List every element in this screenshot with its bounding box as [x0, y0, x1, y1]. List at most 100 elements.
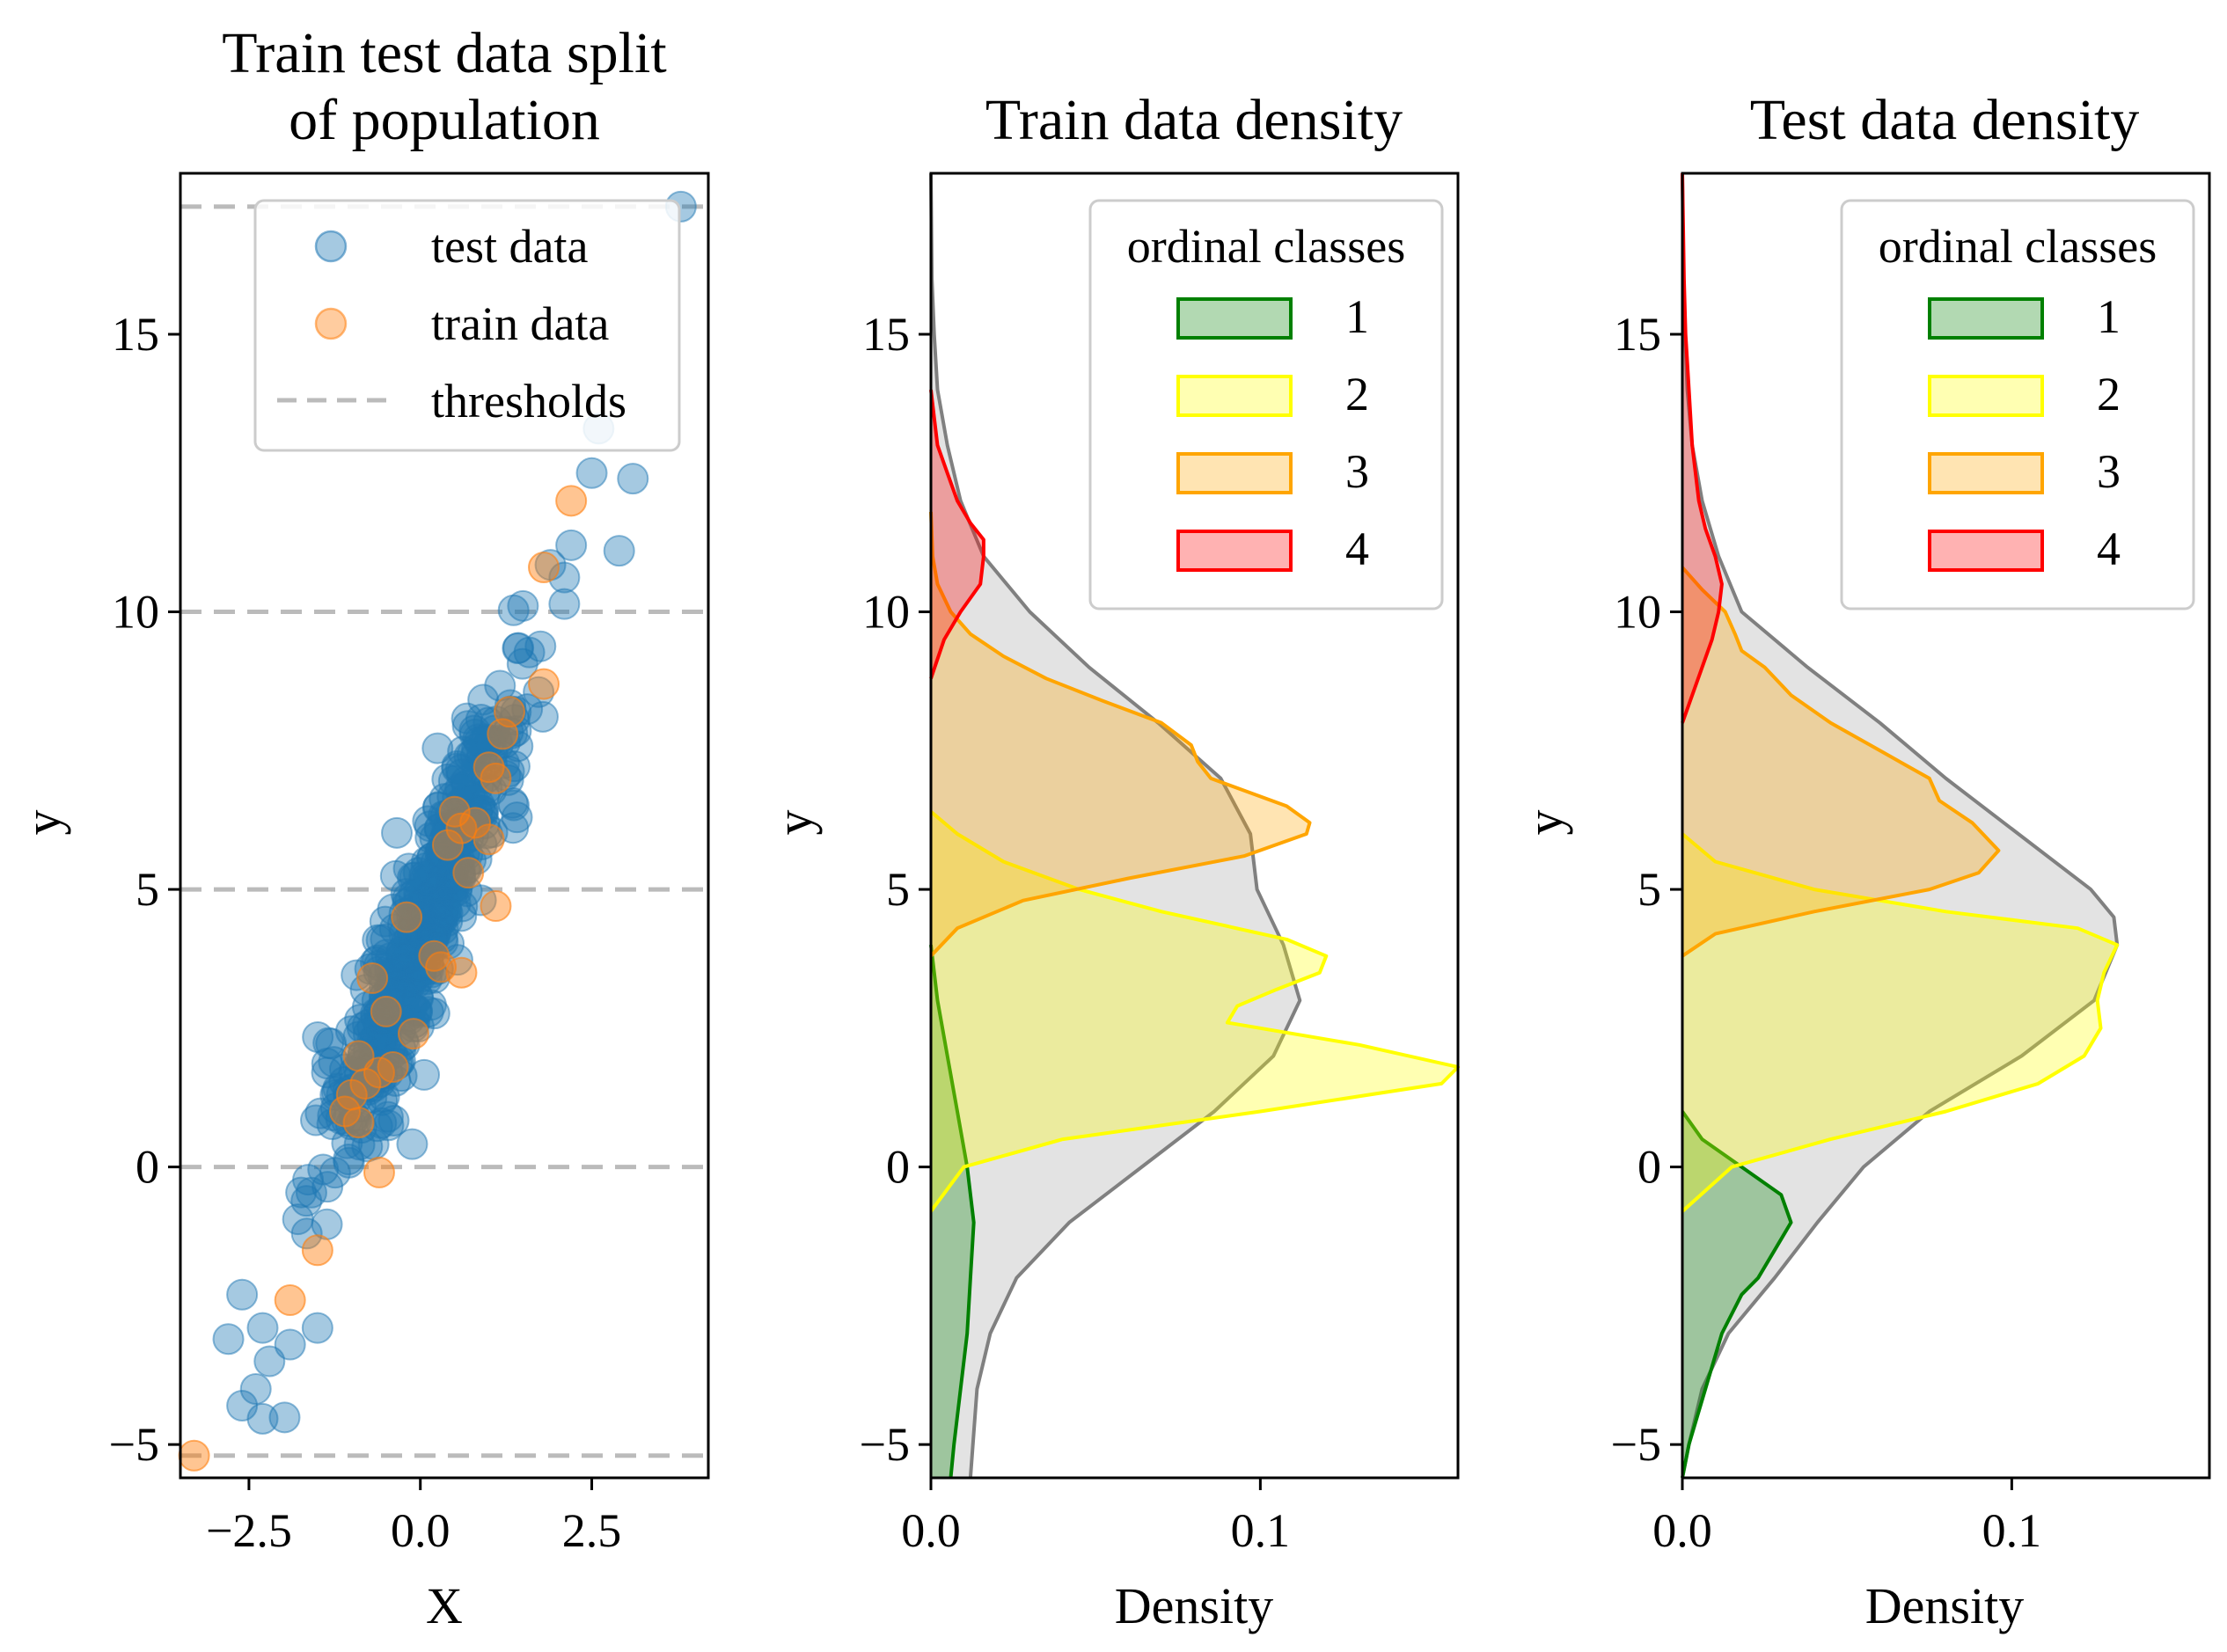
scatter-x-label: X [426, 1577, 463, 1634]
scatter-panel: Train test data split of population −5 0 5… [14, 21, 710, 1634]
test-data-point [507, 589, 539, 622]
test-data-point [282, 1203, 314, 1236]
test-data-point [575, 457, 608, 489]
test-data-point [425, 898, 458, 931]
test-data-point [444, 772, 477, 805]
test-density-legend-label-4: 4 [2097, 523, 2121, 575]
test-data-point [418, 998, 451, 1030]
test-data-point [421, 732, 454, 764]
train-data-point [356, 962, 389, 995]
train-density-legend-title: ordinal classes [1127, 220, 1405, 273]
test-data-point [392, 888, 424, 920]
test-data-point [462, 771, 494, 803]
train-density-legend-label-2: 2 [1345, 368, 1369, 420]
train-density-ytick-label: 15 [862, 308, 910, 361]
scatter-title-line-1: Train test data split [222, 21, 666, 85]
test-data-point [498, 789, 531, 822]
train-data-point [391, 901, 423, 933]
train-data-point [397, 1018, 429, 1050]
scatter-legend-frame [253, 199, 681, 452]
scatter-title-line-2: of population [289, 88, 600, 152]
test-density-fill-3 [1682, 567, 1999, 956]
test-data-point [239, 1373, 272, 1406]
legend-train-label: train data [431, 297, 609, 350]
train-data-point [342, 1040, 375, 1072]
train-density-panel: Train data density −5 0 5 10 15 0.0 0.1 Densit… [766, 88, 1460, 1634]
test-density-ytick-label: 0 [1637, 1141, 1661, 1194]
test-density-panel: Test data density −5 0 5 10 15 0.0 0.1 Density… [1516, 88, 2211, 1634]
train-data-point [431, 829, 464, 861]
train-data-point [527, 668, 560, 700]
test-density-legend-label-2: 2 [2097, 368, 2121, 420]
legend-test-label: test data [431, 220, 588, 273]
test-density-frame [1681, 172, 2211, 1480]
test-data-point [555, 529, 588, 561]
test-density-curves [1681, 172, 2120, 1479]
test-data-point [290, 1185, 323, 1217]
test-data-point [274, 1328, 306, 1361]
train-data-point [445, 956, 478, 989]
test-data-point [360, 998, 392, 1030]
test-density-curve-1 [1681, 1110, 1793, 1479]
train-data-point [480, 890, 512, 923]
train-density-curve-4 [929, 389, 985, 679]
test-density-title: Test data density [1750, 88, 2140, 152]
test-data-point [253, 1345, 286, 1378]
train-density-ytick-label: 0 [886, 1141, 910, 1194]
test-data-point [285, 1176, 318, 1209]
scatter-legend: test data train data thresholds [253, 199, 681, 452]
scatter-ytick-label: 0 [136, 1141, 159, 1194]
test-density-ytick-label: 5 [1637, 863, 1661, 916]
scatter-frame [179, 172, 710, 1480]
test-data-point [319, 1157, 351, 1189]
train-density-fill-1 [931, 945, 974, 1478]
train-data-point [418, 939, 451, 972]
test-density-legend-swatch-2 [1928, 375, 2044, 417]
test-data-point [331, 1105, 363, 1137]
train-density-ytick-label: −5 [860, 1418, 910, 1471]
train-density-legend-label-4: 4 [1345, 523, 1369, 575]
train-data-point [459, 807, 492, 839]
train-density-legend-swatch-1 [1176, 297, 1293, 340]
train-density-legend-label-3: 3 [1345, 445, 1369, 498]
test-density-curve-4 [1681, 172, 1724, 724]
test-density-fill-1 [1682, 1111, 1791, 1478]
train-density-ytick-label: 5 [886, 863, 910, 916]
scatter-xtick-label: 2.5 [562, 1504, 622, 1557]
test-density-ytick-label: −5 [1611, 1418, 1661, 1471]
train-data-point [377, 1051, 409, 1084]
test-data-point [334, 1015, 367, 1048]
test-density-fill-2 [1682, 834, 2118, 1212]
train-density-fill-4 [931, 390, 984, 679]
train-density-fill-3 [931, 511, 1310, 956]
test-data-point [226, 1278, 259, 1311]
test-data-point [295, 1176, 327, 1209]
train-density-axes: −5 0 5 10 15 0.0 0.1 [860, 172, 1460, 1557]
train-density-xtick-label: 0.1 [1231, 1504, 1291, 1557]
train-data-point [494, 696, 526, 728]
scatter-xtick-label: −2.5 [206, 1504, 292, 1557]
train-density-ytick-label: 10 [862, 586, 910, 639]
test-density-legend-swatch-4 [1928, 530, 2044, 572]
test-density-legend-label-1: 1 [2097, 290, 2121, 343]
legend-test-marker [314, 230, 348, 263]
test-data-point [403, 918, 436, 951]
test-data-point [603, 535, 635, 567]
test-density-curve-3 [1681, 566, 2001, 958]
test-density-axes: −5 0 5 10 15 0.0 0.1 [1611, 172, 2211, 1557]
train-density-legend-swatch-4 [1176, 530, 1293, 572]
train-density-fill-2 [931, 811, 1458, 1212]
test-data-point [548, 588, 581, 620]
test-data-point [301, 1312, 333, 1344]
test-density-legend-swatch-1 [1928, 297, 2044, 340]
train-density-y-label: y [766, 810, 823, 836]
train-density-xtick-label: 0.0 [901, 1504, 961, 1557]
test-density-x-label: Density [1865, 1577, 2024, 1634]
legend-train-marker [314, 307, 348, 340]
test-density-ytick-label: 10 [1614, 586, 1661, 639]
scatter-ytick-label: 15 [112, 308, 159, 361]
train-data-point [473, 751, 505, 784]
train-density-legend-swatch-3 [1176, 452, 1293, 494]
train-data-point [473, 823, 505, 856]
test-density-legend-title: ordinal classes [1879, 220, 2157, 273]
